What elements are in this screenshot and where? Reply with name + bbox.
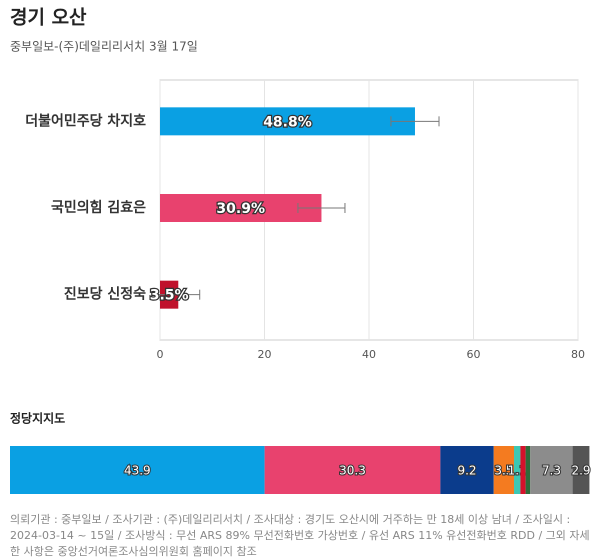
chart: 경기 오산 중부일보-(주)데일리리서치 3월 17일 정당지지도 0 20 40 6… (10, 7, 592, 494)
value-label: 30.3 (339, 464, 366, 478)
chart-subtitle: 중부일보-(주)데일리리서치 3월 17일 (10, 40, 198, 54)
x-tick-label: 80 (571, 348, 585, 361)
bar (160, 194, 322, 222)
value-label: 43.9 (124, 464, 151, 478)
error-bar (156, 289, 201, 300)
value-label: 30.9% (216, 201, 265, 217)
footnote: 의뢰기관 : 중부일보 / 조사기관 : (주)데일리리서치 / 조사대상 : … (10, 513, 590, 558)
bar-segment (530, 446, 573, 494)
error-bar (297, 203, 346, 213)
error-bar (390, 116, 440, 127)
value-label: 2.9 (571, 464, 590, 478)
bar (160, 107, 415, 136)
bar-segment (520, 446, 526, 494)
y-tick-label: 더불어민주당 차지호 (25, 112, 146, 129)
x-tick-label: 20 (258, 348, 272, 361)
bar-segment (525, 446, 531, 494)
bar-segment (514, 446, 521, 494)
x-tick-label: 0 (157, 348, 164, 361)
y-tick-label: 국민의힘 김효은 (51, 199, 146, 216)
section-title: 정당지지도 (10, 411, 65, 426)
bar-segment (493, 446, 515, 494)
x-tick-label: 60 (467, 348, 481, 361)
y-tick-label: 진보당 신정숙 (64, 286, 146, 303)
bar-segment (264, 446, 441, 494)
value-label: 7.3 (542, 464, 561, 478)
bar-segment (440, 446, 494, 494)
chart-title: 경기 오산 (10, 7, 87, 29)
value-label: 9.2 (457, 464, 476, 478)
value-label: 48.8% (263, 114, 312, 130)
bar-segment (10, 446, 265, 494)
x-tick-label: 40 (362, 348, 376, 361)
value-label: 3.5 (494, 464, 513, 478)
value-label: 3.5% (150, 288, 189, 304)
bar-segment (572, 446, 590, 494)
